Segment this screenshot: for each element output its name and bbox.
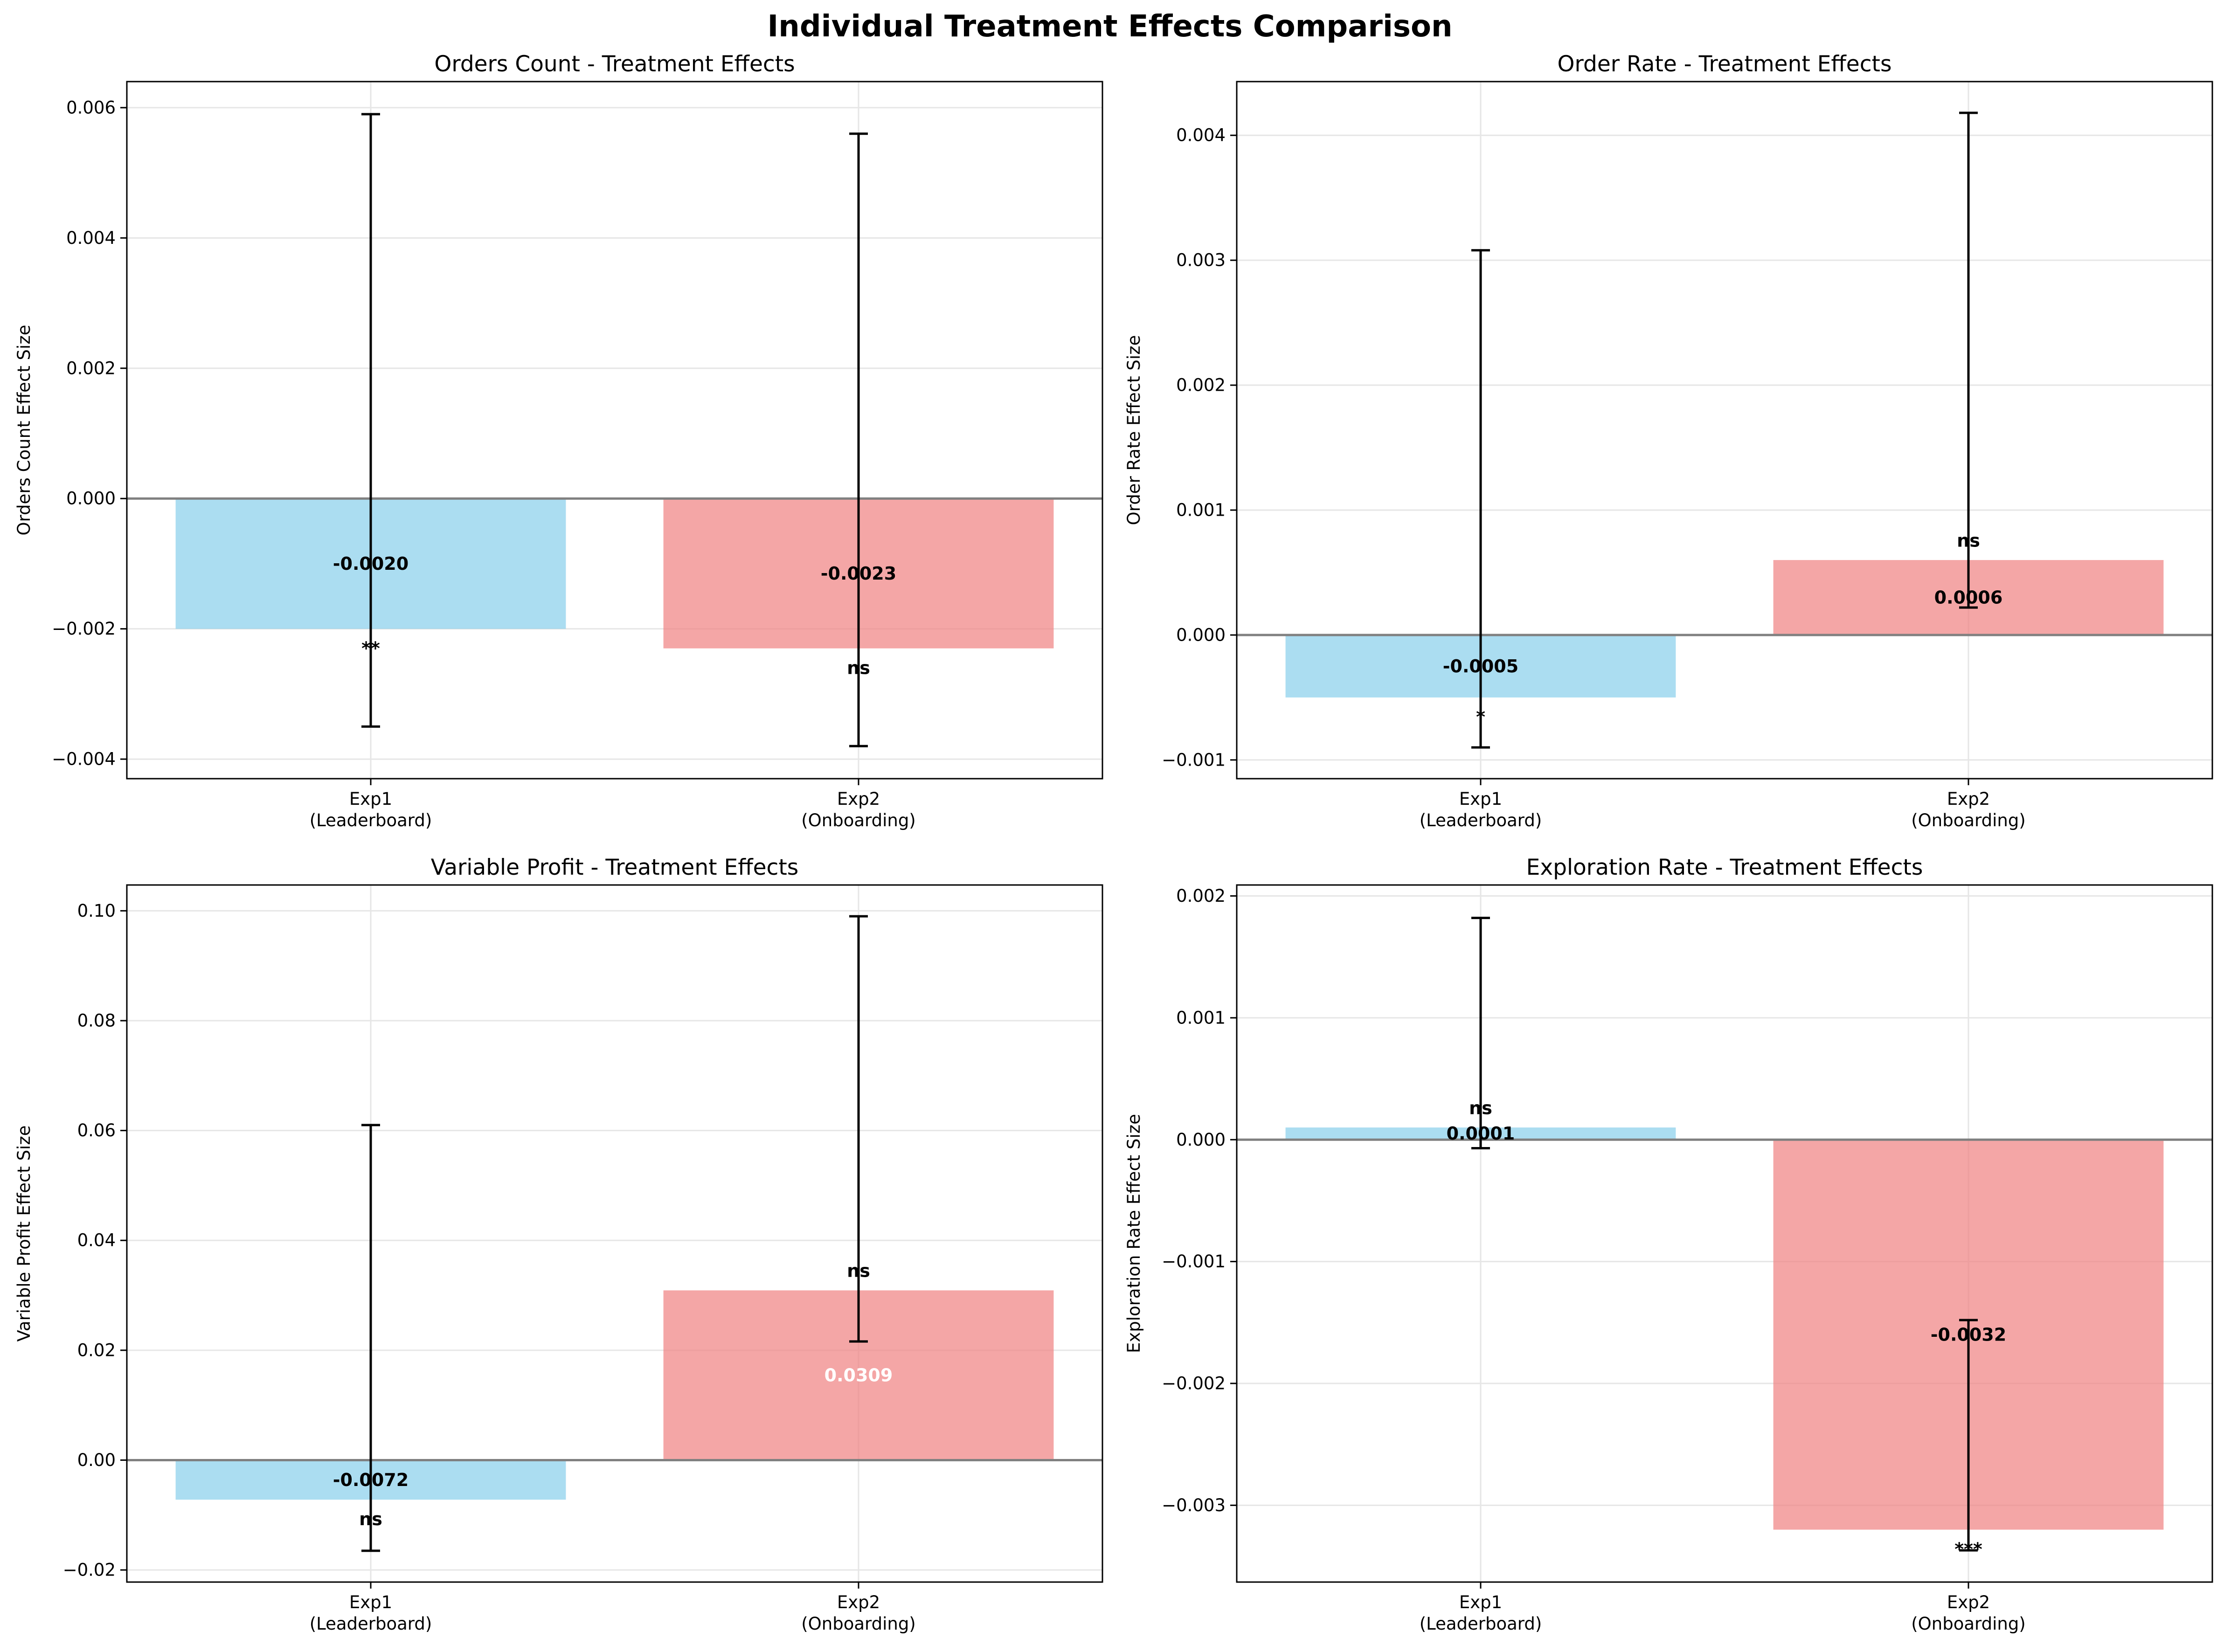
y-tick-label: 0.08	[77, 1010, 116, 1030]
y-tick-label: 0.002	[1176, 886, 1226, 906]
y-tick-label: 0.10	[77, 901, 116, 921]
value-label: -0.0023	[821, 563, 896, 584]
value-label: -0.0032	[1931, 1324, 2006, 1345]
chart-panel-4: 0.0001 ns -0.0032 *** −0.003 −0.002 −0.001 0.00…	[1124, 855, 2213, 1634]
y-tick-label: 0.06	[77, 1120, 116, 1141]
y-tick-label: 0.00	[77, 1450, 116, 1470]
y-tick-label: 0.001	[1176, 500, 1226, 520]
y-tick-label: −0.02	[63, 1560, 116, 1580]
y-axis-label: Variable Profit Effect Size	[14, 1125, 34, 1341]
y-tick-label: −0.001	[1162, 750, 1226, 770]
y-tick-label: 0.004	[66, 228, 116, 248]
value-label: 0.0309	[824, 1365, 893, 1385]
figure-title: Individual Treatment Effects Comparison	[767, 9, 1452, 44]
value-label: 0.0001	[1447, 1123, 1515, 1144]
y-tick-label: 0.003	[1176, 250, 1226, 270]
significance-marker: ns	[359, 1509, 382, 1529]
error-bar	[1959, 111, 1978, 609]
panel-title: Exploration Rate - Treatment Effects	[1526, 855, 1923, 880]
y-tick-label: 0.001	[1176, 1008, 1226, 1028]
value-label: -0.0005	[1443, 656, 1518, 677]
significance-marker: ns	[847, 657, 870, 678]
chart-panel-1: -0.0020 ** -0.0023 ns −0.004 −0.002 0.000 0.002…	[14, 51, 1103, 830]
significance-marker: **	[361, 638, 380, 659]
panel-title: Variable Profit - Treatment Effects	[431, 855, 799, 880]
panel-title: Order Rate - Treatment Effects	[1558, 51, 1892, 77]
y-tick-label: 0.002	[66, 358, 116, 378]
x-tick-label: Exp1 (Leaderboard)	[1420, 789, 1542, 830]
value-label: -0.0020	[333, 553, 409, 574]
significance-marker: ns	[847, 1261, 870, 1281]
y-axis-label: Exploration Rate Effect Size	[1124, 1114, 1144, 1353]
y-tick-label: 0.002	[1176, 375, 1226, 395]
x-tick-label: Exp2 (Onboarding)	[801, 789, 916, 830]
y-tick-label: 0.000	[66, 489, 116, 509]
error-bar	[1959, 1319, 1978, 1552]
x-tick-label: Exp1 (Leaderboard)	[310, 1592, 432, 1634]
x-tick-label: Exp2 (Onboarding)	[1911, 1592, 2026, 1634]
y-tick-label: 0.04	[77, 1230, 116, 1251]
error-bar	[1471, 249, 1490, 749]
y-tick-label: −0.002	[52, 619, 116, 639]
chart-panels: -0.0020 ** -0.0023 ns −0.004 −0.002 0.000 0.002…	[14, 51, 2213, 1634]
y-tick-label: 0.000	[1176, 1130, 1226, 1150]
y-axis-label: Orders Count Effect Size	[14, 325, 34, 535]
y-tick-label: −0.004	[52, 749, 116, 769]
error-bar	[849, 915, 868, 1343]
y-tick-label: 0.000	[1176, 625, 1226, 645]
significance-marker: ns	[1469, 1098, 1492, 1118]
axes-frame	[126, 884, 1103, 1583]
y-tick-label: 0.02	[77, 1340, 116, 1360]
x-tick-label: Exp2 (Onboarding)	[801, 1592, 916, 1634]
error-bar	[849, 132, 868, 747]
y-tick-label: −0.002	[1162, 1373, 1226, 1393]
y-tick-label: 0.004	[1176, 125, 1226, 145]
value-label: -0.0072	[333, 1470, 409, 1490]
panel-title: Orders Count - Treatment Effects	[434, 51, 795, 77]
x-tick-label: Exp2 (Onboarding)	[1911, 789, 2026, 830]
error-bar	[1471, 917, 1490, 1150]
x-tick-label: Exp1 (Leaderboard)	[1420, 1592, 1542, 1634]
axes-frame	[1236, 884, 2213, 1583]
y-axis-label: Order Rate Effect Size	[1124, 335, 1144, 525]
axes-frame	[1236, 81, 2213, 780]
value-label: 0.0006	[1934, 588, 2003, 608]
y-tick-label: −0.003	[1162, 1495, 1226, 1515]
axes-frame	[126, 81, 1103, 780]
x-tick-label: Exp1 (Leaderboard)	[310, 789, 432, 830]
error-bar	[361, 1124, 380, 1552]
error-bar	[361, 113, 380, 728]
significance-marker: ***	[1954, 1539, 1982, 1559]
chart-panel-3: -0.0072 ns 0.0309 ns −0.02 0.00 0.02 0.04 0.06 0.…	[14, 855, 1103, 1634]
chart-panel-2: -0.0005 * 0.0006 ns −0.001 0.000 0.001 0.002 0.0…	[1124, 51, 2213, 830]
significance-marker: *	[1476, 707, 1485, 727]
significance-marker: ns	[1957, 530, 1980, 551]
y-tick-label: −0.001	[1162, 1251, 1226, 1272]
y-tick-label: 0.006	[66, 97, 116, 118]
